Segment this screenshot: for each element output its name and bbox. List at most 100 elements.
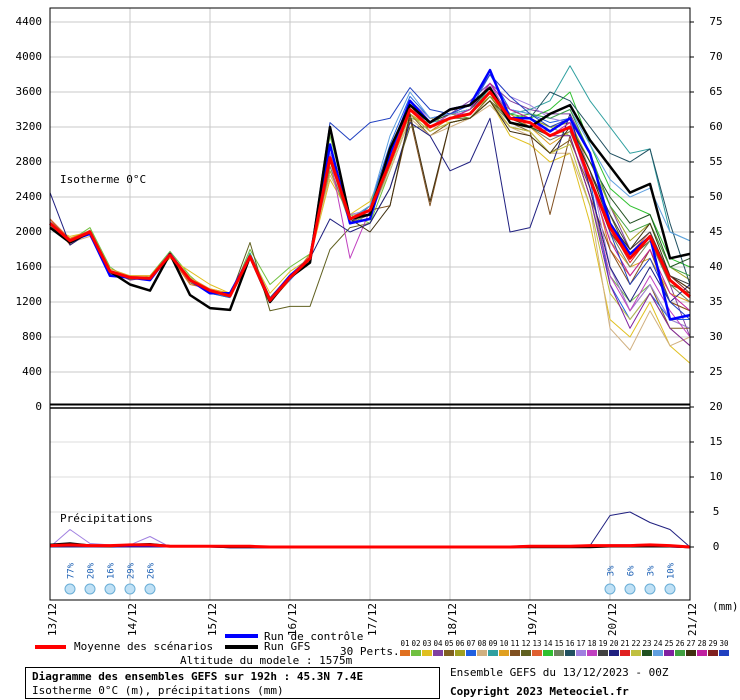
y-tick-label: 800 <box>22 330 42 343</box>
legend-label: 11 <box>510 639 519 648</box>
legend-label: 05 <box>444 639 453 648</box>
legend-swatch <box>576 650 586 656</box>
legend-label: 26 <box>675 639 685 648</box>
legend-swatch <box>598 650 608 656</box>
y-tick-label: 2000 <box>16 225 43 238</box>
snow-icon <box>64 583 76 595</box>
legend-swatch <box>719 650 729 656</box>
snow-icon <box>124 583 136 595</box>
legend-swatch <box>587 650 597 656</box>
legend-swatch <box>686 650 696 656</box>
snow-icon <box>84 583 96 595</box>
y-tick-label: 3200 <box>16 120 43 133</box>
legend-swatch <box>620 650 630 656</box>
legend-swatch <box>455 650 465 656</box>
snow-icon <box>144 583 156 595</box>
legend-swatch <box>565 650 575 656</box>
snow-probability: 6% <box>627 565 637 576</box>
legend-swatch <box>400 650 410 656</box>
y2-tick-label: 20 <box>709 400 722 413</box>
run-info: Ensemble GEFS du 13/12/2023 - 00Z <box>450 666 669 679</box>
legend-label: 19 <box>598 639 607 648</box>
legend-swatch <box>609 650 619 656</box>
legend-swatch <box>653 650 663 656</box>
y-tick-label: 400 <box>22 365 42 378</box>
legend-label: 01 <box>400 639 409 648</box>
legend-label: 06 <box>455 639 465 648</box>
legend-label: 09 <box>488 639 497 648</box>
legend-label: 12 <box>521 639 530 648</box>
snow-icon <box>644 583 656 595</box>
y-axis-label: Isotherme 0°C <box>60 173 146 186</box>
y2-tick-label: 50 <box>709 190 722 203</box>
snow-probability: 10% <box>667 562 677 579</box>
y2-axis-label: Précipitations <box>60 512 153 525</box>
y2-tick-label: 0 <box>713 540 720 553</box>
y-tick-label: 1200 <box>16 295 43 308</box>
legend-swatch <box>466 650 476 656</box>
altitude: Altitude du modele : 1575m <box>180 654 353 667</box>
legend-label: 18 <box>587 639 597 648</box>
y-tick-label: 2800 <box>16 155 43 168</box>
legend-label: 16 <box>565 639 575 648</box>
x-tick-label: 18/12 <box>446 603 459 636</box>
legend-swatch <box>642 650 652 656</box>
legend-label: 17 <box>576 639 585 648</box>
legend-label: 07 <box>466 639 475 648</box>
y2-tick-label: 25 <box>709 365 722 378</box>
legend-swatch <box>708 650 718 656</box>
snow-probability: 77% <box>67 562 77 579</box>
isotherm-line <box>49 90 691 302</box>
lines-layer <box>49 65 691 549</box>
legend-label: 02 <box>411 639 420 648</box>
perturbations-label: 30 Perts. <box>340 645 400 658</box>
legend-swatch <box>532 650 542 656</box>
title-box <box>25 667 440 699</box>
y2-tick-label: 65 <box>709 85 722 98</box>
legend-swatch <box>675 650 685 656</box>
legend-label: Run GFS <box>264 640 310 653</box>
legend-label: 24 <box>653 639 663 648</box>
legend-label: 20 <box>609 639 619 648</box>
y2-tick-label: 40 <box>709 260 722 273</box>
legend-label: 28 <box>697 639 707 648</box>
y-tick-label: 1600 <box>16 260 43 273</box>
grid-layer <box>49 8 694 600</box>
y2-unit: (mm) <box>712 600 739 613</box>
y2-tick-label: 5 <box>713 505 720 518</box>
legend-swatch <box>521 650 531 656</box>
x-tick-label: 20/12 <box>606 603 619 636</box>
x-tick-label: 17/12 <box>366 603 379 636</box>
y2-tick-label: 45 <box>709 225 722 238</box>
y2-tick-label: 70 <box>709 50 722 63</box>
y2-tick-label: 30 <box>709 330 722 343</box>
x-tick-label: 16/12 <box>286 603 299 636</box>
chart-subtitle: Isotherme 0°C (m), précipitations (mm) <box>32 684 284 697</box>
snow-icon <box>604 583 616 595</box>
x-tick-label: 14/12 <box>126 603 139 636</box>
snow-probability: 3% <box>647 565 657 576</box>
x-tick-label: 21/12 <box>686 603 699 636</box>
legend-label: 30 <box>719 639 729 648</box>
snow-icon <box>104 583 116 595</box>
legend-swatch <box>697 650 707 656</box>
legend-swatch <box>499 650 509 656</box>
x-tick-label: 15/12 <box>206 603 219 636</box>
legend-label: Moyenne des scénarios <box>74 640 213 653</box>
y2-tick-label: 55 <box>709 155 722 168</box>
legend-swatch <box>554 650 564 656</box>
legend-label: 23 <box>642 639 651 648</box>
legend-label: 29 <box>708 639 717 648</box>
y2-tick-label: 15 <box>709 435 722 448</box>
x-tick-label: 13/12 <box>46 603 59 636</box>
legend-swatch <box>510 650 520 656</box>
snow-probability: 26% <box>147 562 157 579</box>
legend-label: 04 <box>433 639 443 648</box>
legend-swatch <box>543 650 553 656</box>
legend-label: 25 <box>664 639 673 648</box>
snow-probability: 16% <box>107 562 117 579</box>
legend-label: Run de contrôle <box>264 630 363 643</box>
y-tick-label: 0 <box>35 400 42 413</box>
